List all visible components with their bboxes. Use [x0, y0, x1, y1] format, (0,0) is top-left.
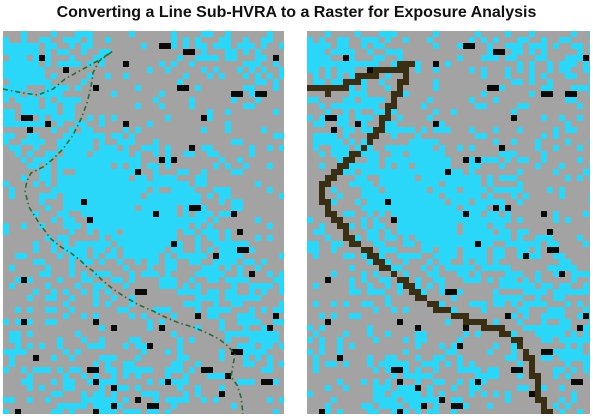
right-map [307, 31, 590, 414]
sub-hvra-raster-line [307, 61, 553, 414]
right-panel-raster-line [307, 31, 590, 414]
sub-hvra-vector-line [3, 50, 244, 414]
left-panel-vector-line [3, 31, 284, 414]
left-map [3, 31, 284, 414]
figure-title: Converting a Line Sub-HVRA to a Raster f… [56, 4, 537, 21]
